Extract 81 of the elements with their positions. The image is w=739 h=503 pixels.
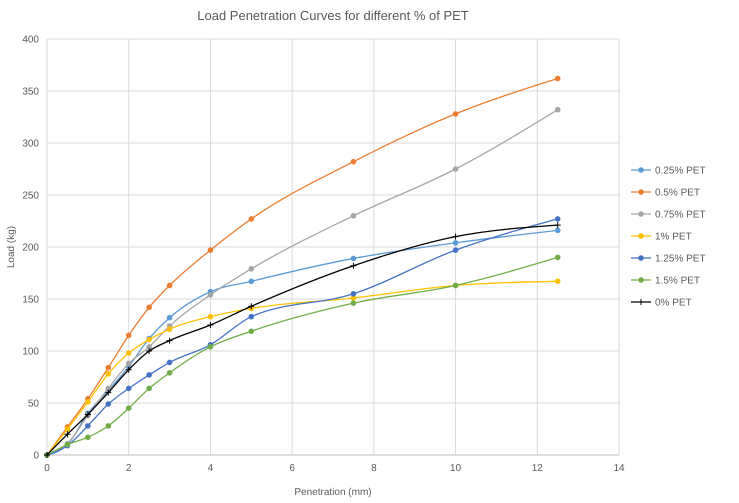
point: [126, 386, 132, 392]
point: [554, 228, 561, 234]
point: [248, 302, 255, 310]
legend-label: 1.25% PET: [655, 254, 706, 264]
legend-label: 0% PET: [655, 298, 692, 308]
legend-label: 0.25% PET: [655, 166, 706, 176]
point: [125, 366, 132, 374]
point: [166, 282, 172, 288]
point: [146, 348, 153, 354]
y-tick-label: 400: [22, 34, 40, 46]
x-axis-title: Penetration (mm): [294, 487, 372, 498]
point: [248, 278, 254, 284]
point: [126, 360, 132, 366]
legend-label: 1% PET: [655, 232, 692, 242]
x-tick-label: 12: [532, 463, 544, 474]
point: [350, 262, 357, 270]
point: [146, 344, 152, 350]
point: [146, 304, 152, 310]
point: [452, 240, 458, 246]
point: [85, 399, 91, 405]
point: [104, 389, 112, 396]
point: [166, 314, 172, 321]
y-tick-label: 0: [33, 450, 40, 462]
point: [452, 247, 458, 253]
legend-label: 0.75% PET: [655, 210, 706, 220]
point: [452, 233, 460, 240]
point: [350, 213, 356, 219]
point: [554, 278, 561, 284]
point: [166, 360, 172, 366]
point: [248, 216, 254, 222]
point: [85, 423, 91, 429]
point: [146, 386, 152, 392]
point: [350, 291, 356, 297]
point: [554, 76, 561, 82]
point: [248, 328, 254, 334]
point: [126, 332, 132, 338]
point: [105, 423, 112, 429]
y-tick-label: 100: [22, 346, 40, 358]
y-axis-title: Load (kg): [6, 226, 17, 268]
point: [350, 300, 356, 306]
point: [554, 216, 561, 222]
y-tick-label: 350: [22, 86, 40, 98]
point: [554, 254, 561, 260]
y-tick-label: 300: [22, 138, 40, 150]
point: [208, 247, 214, 253]
point: [64, 430, 71, 438]
legend-label: 0.5% PET: [655, 188, 700, 198]
legend-label: 1.5% PET: [655, 276, 700, 286]
point: [208, 292, 214, 298]
point: [350, 158, 356, 165]
chart-title: Load Penetration Curves for different % of PET: [197, 8, 469, 23]
point: [166, 337, 174, 344]
point: [208, 344, 214, 350]
y-tick-label: 250: [22, 190, 40, 202]
point: [452, 166, 458, 172]
point: [105, 371, 112, 377]
point: [146, 372, 152, 378]
point: [166, 370, 172, 376]
point: [208, 314, 214, 320]
x-tick-label: 4: [208, 463, 214, 474]
point: [248, 266, 254, 272]
point: [126, 350, 132, 356]
x-tick-label: 0: [44, 463, 50, 474]
point: [248, 314, 254, 320]
point: [554, 106, 561, 113]
point: [452, 111, 458, 117]
point: [166, 326, 172, 332]
y-tick-label: 200: [22, 242, 40, 254]
point: [105, 401, 112, 407]
x-tick-label: 2: [126, 463, 132, 474]
x-tick-label: 14: [613, 463, 625, 474]
x-tick-label: 6: [289, 463, 296, 474]
x-tick-label: 10: [450, 463, 462, 474]
point: [126, 405, 132, 411]
point: [206, 322, 214, 328]
x-tick-label: 8: [371, 463, 378, 474]
point: [105, 364, 112, 370]
y-tick-label: 50: [28, 398, 40, 410]
point: [85, 434, 91, 440]
point: [350, 256, 356, 262]
y-tick-label: 150: [22, 294, 40, 306]
